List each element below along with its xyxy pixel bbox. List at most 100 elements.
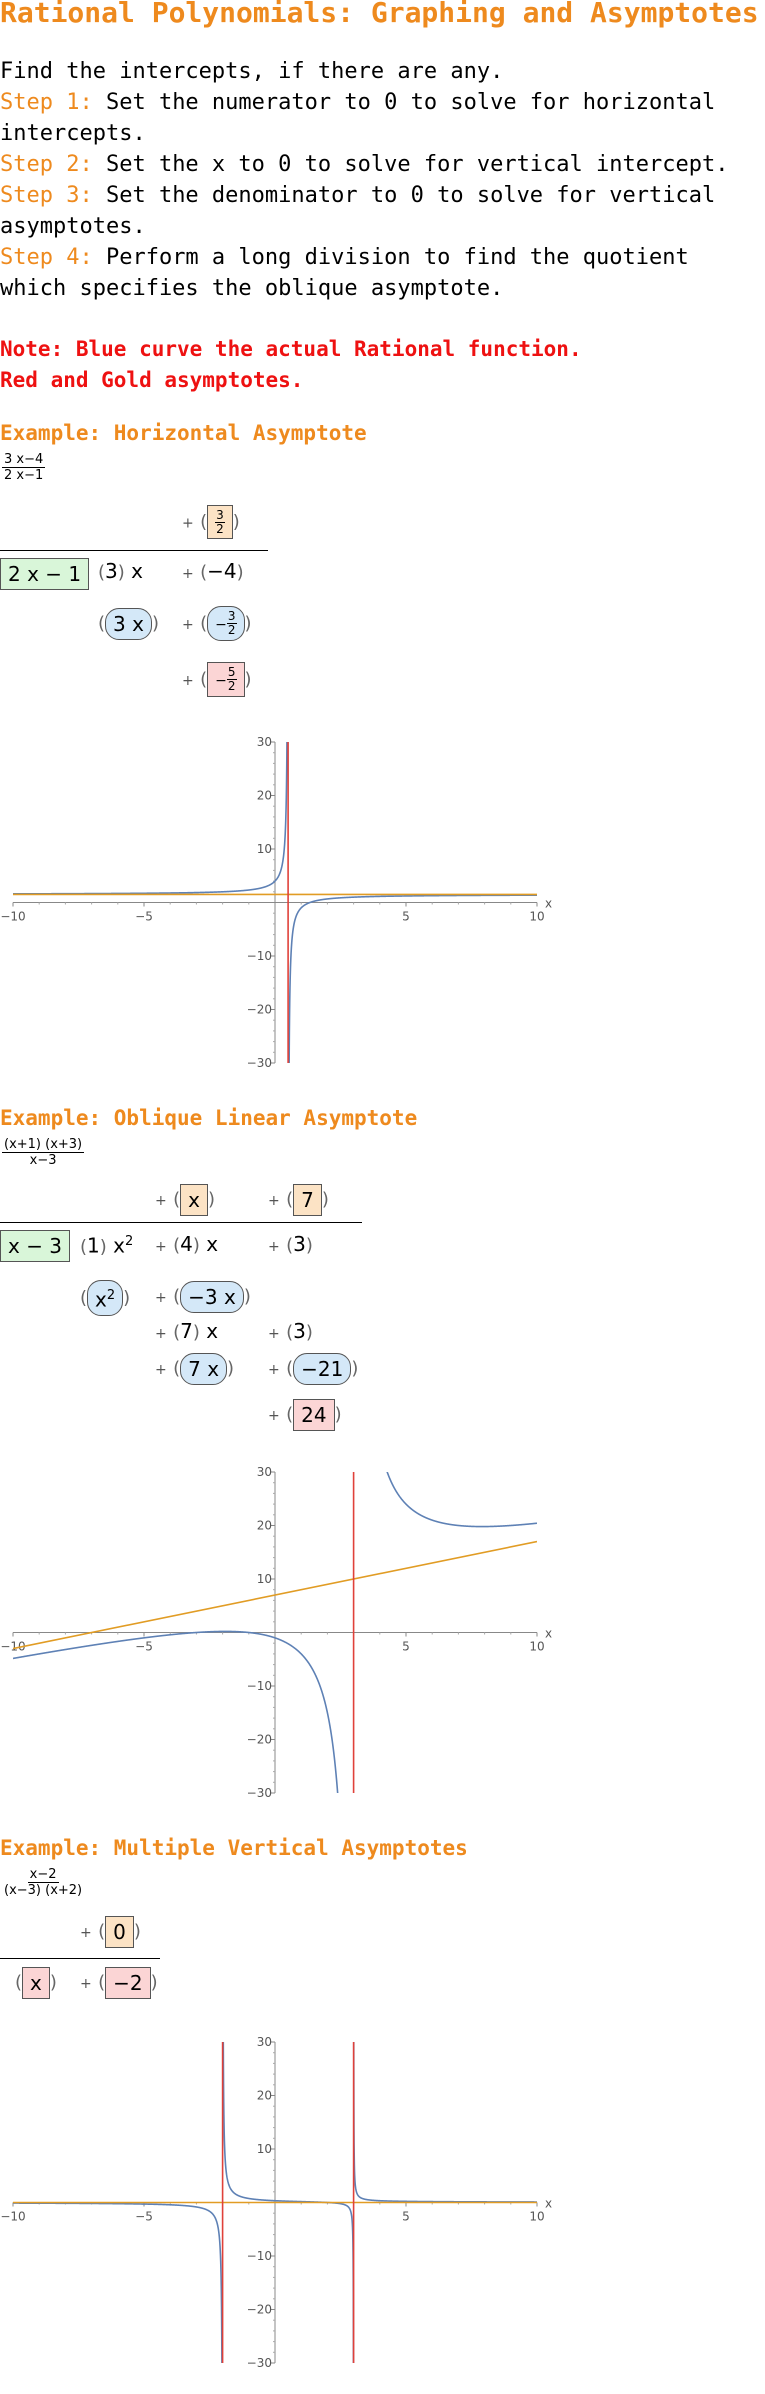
note-line-1: Note: Blue curve the actual Rational fun… xyxy=(0,337,582,361)
function-curve xyxy=(352,2042,537,2203)
divisor-box: x − 3 xyxy=(0,1229,71,1262)
remainder-box: −5 2 xyxy=(207,662,245,697)
subtract-term-2: + (−3 x) xyxy=(155,1280,251,1313)
dividend-coef: 3 xyxy=(105,559,118,583)
x-tick-label: 10 xyxy=(529,2210,544,2224)
y-tick-label: −10 xyxy=(247,1679,272,1693)
plus-sign: + xyxy=(155,1193,167,1209)
y-tick-label: 30 xyxy=(257,2035,272,2049)
example-1-function: 3 x−4 2 x−1 xyxy=(2,452,46,483)
dividend-var: x xyxy=(131,559,143,583)
dividend-const: −4 xyxy=(207,559,237,583)
quotient-term-2: + (7) xyxy=(268,1183,329,1216)
remainder-var: x xyxy=(206,1319,219,1343)
x-tick-label: −5 xyxy=(135,910,153,924)
plus-sign: + xyxy=(182,515,194,532)
step-3-label: Step 3: xyxy=(0,183,93,208)
subtract-box-2: −3 2 xyxy=(207,606,245,641)
remainder-term-1: + (7) x xyxy=(155,1319,219,1343)
y-tick-label: −30 xyxy=(247,2356,272,2370)
plus-sign: + xyxy=(80,1925,92,1941)
subtract-box-1: 3 x xyxy=(105,607,152,640)
plus-sign: + xyxy=(268,1193,280,1209)
function-denominator: 2 x−1 xyxy=(4,468,44,483)
example-2-function: (x+1) (x+3) x−3 xyxy=(2,1137,85,1168)
quotient-box-2: 7 xyxy=(293,1183,322,1216)
function-numerator: 3 x−4 xyxy=(2,452,46,468)
subtract-var: x xyxy=(95,1287,107,1312)
y-tick-label: 10 xyxy=(257,2142,272,2156)
subtract-exponent: 2 xyxy=(106,1288,116,1303)
subtract-box-4: −21 xyxy=(293,1352,352,1385)
x-tick-label: 5 xyxy=(402,2210,410,2224)
oblique-asymptote xyxy=(13,1540,537,1650)
function-curve xyxy=(386,1472,537,1528)
x-tick-label: −10 xyxy=(0,910,25,924)
x-axis-label: x xyxy=(545,2197,552,2211)
x-tick-label: −5 xyxy=(135,2210,153,2224)
x-axis-label: x xyxy=(545,897,552,911)
step-4: Step 4: Perform a long division to find … xyxy=(0,242,765,304)
x-tick-label: 10 xyxy=(529,910,544,924)
function-numerator: (x+1) (x+3) xyxy=(2,1137,85,1153)
subtract-box-1: x2 xyxy=(87,1280,124,1316)
step-2: Step 2: Set the x to 0 to solve for vert… xyxy=(0,149,765,180)
remainder-term: + (24) xyxy=(268,1398,342,1431)
y-tick-label: 10 xyxy=(257,842,272,856)
function-numerator: x−2 xyxy=(27,1867,59,1883)
function-denominator: (x−3) (x+2) xyxy=(4,1883,83,1898)
function-curve xyxy=(13,1630,339,1793)
y-tick-label: 20 xyxy=(257,1519,272,1533)
step-1-label: Step 1: xyxy=(0,90,93,115)
plus-sign: + xyxy=(268,1239,280,1255)
quotient-denominator: 2 xyxy=(216,522,224,536)
y-tick-label: 20 xyxy=(257,2089,272,2103)
dividend-term-2: + (−4) xyxy=(182,559,244,583)
step-1: Step 1: Set the numerator to 0 to solve … xyxy=(0,87,765,149)
plus-sign: + xyxy=(268,1362,280,1378)
step-2-text: Set the x to 0 to solve for vertical int… xyxy=(92,152,729,177)
dividend-box: −2 xyxy=(105,1966,151,1999)
dividend-term-1: (3) x xyxy=(98,559,143,583)
x-axis-label: x xyxy=(545,1627,552,1641)
dividend-var-2: x xyxy=(206,1232,219,1256)
step-4-label: Step 4: xyxy=(0,245,93,270)
step-2-label: Step 2: xyxy=(0,152,93,177)
dividend-term-3: + (3) xyxy=(268,1232,313,1256)
plus-sign: + xyxy=(155,1326,167,1342)
y-tick-label: −30 xyxy=(247,1056,272,1070)
dividend-term: + (−2) xyxy=(80,1966,158,1999)
divisor: (x) xyxy=(15,1966,57,1999)
quotient-box-1: x xyxy=(180,1183,208,1216)
y-tick-label: −20 xyxy=(247,1003,272,1017)
page-title: Rational Polynomials: Graphing and Asymp… xyxy=(0,0,759,29)
remainder-term: + (−5 2) xyxy=(182,662,252,697)
instructions: Find the intercepts, if there are any. S… xyxy=(0,56,765,304)
dividend-term-2: + (4) x xyxy=(155,1232,219,1256)
intro-text: Find the intercepts, if there are any. xyxy=(0,59,504,84)
x-tick-label: 5 xyxy=(402,1640,410,1654)
plus-sign: + xyxy=(155,1239,167,1255)
dividend-term-1: (1) x2 xyxy=(80,1233,134,1258)
example-3-function: x−2 (x−3) (x+2) xyxy=(2,1867,84,1898)
note-line-2: Red and Gold asymptotes. xyxy=(0,368,304,392)
plus-sign: + xyxy=(155,1362,167,1378)
dividend-exponent: 2 xyxy=(125,1234,134,1249)
divisor-box: 2 x − 1 xyxy=(0,557,90,590)
quotient-numerator: 3 xyxy=(215,508,225,523)
step-4-text: Perform a long division to find the quot… xyxy=(0,245,689,301)
function-curve xyxy=(288,894,537,1063)
plus-sign: + xyxy=(155,1290,167,1306)
divisor: 2 x − 1 xyxy=(0,557,90,590)
subtract-term-2: + (−3 2) xyxy=(182,606,252,641)
example-2-title: Example: Oblique Linear Asymptote xyxy=(0,1106,418,1130)
plus-sign: + xyxy=(182,617,194,633)
y-tick-label: 20 xyxy=(257,789,272,803)
step-3-text: Set the denominator to 0 to solve for ve… xyxy=(0,183,716,239)
subtract-sign: − xyxy=(215,617,227,633)
x-tick-label: 5 xyxy=(402,910,410,924)
subtract-term-1: (3 x) xyxy=(98,607,159,640)
quotient-term: + (3 2) xyxy=(182,505,240,539)
